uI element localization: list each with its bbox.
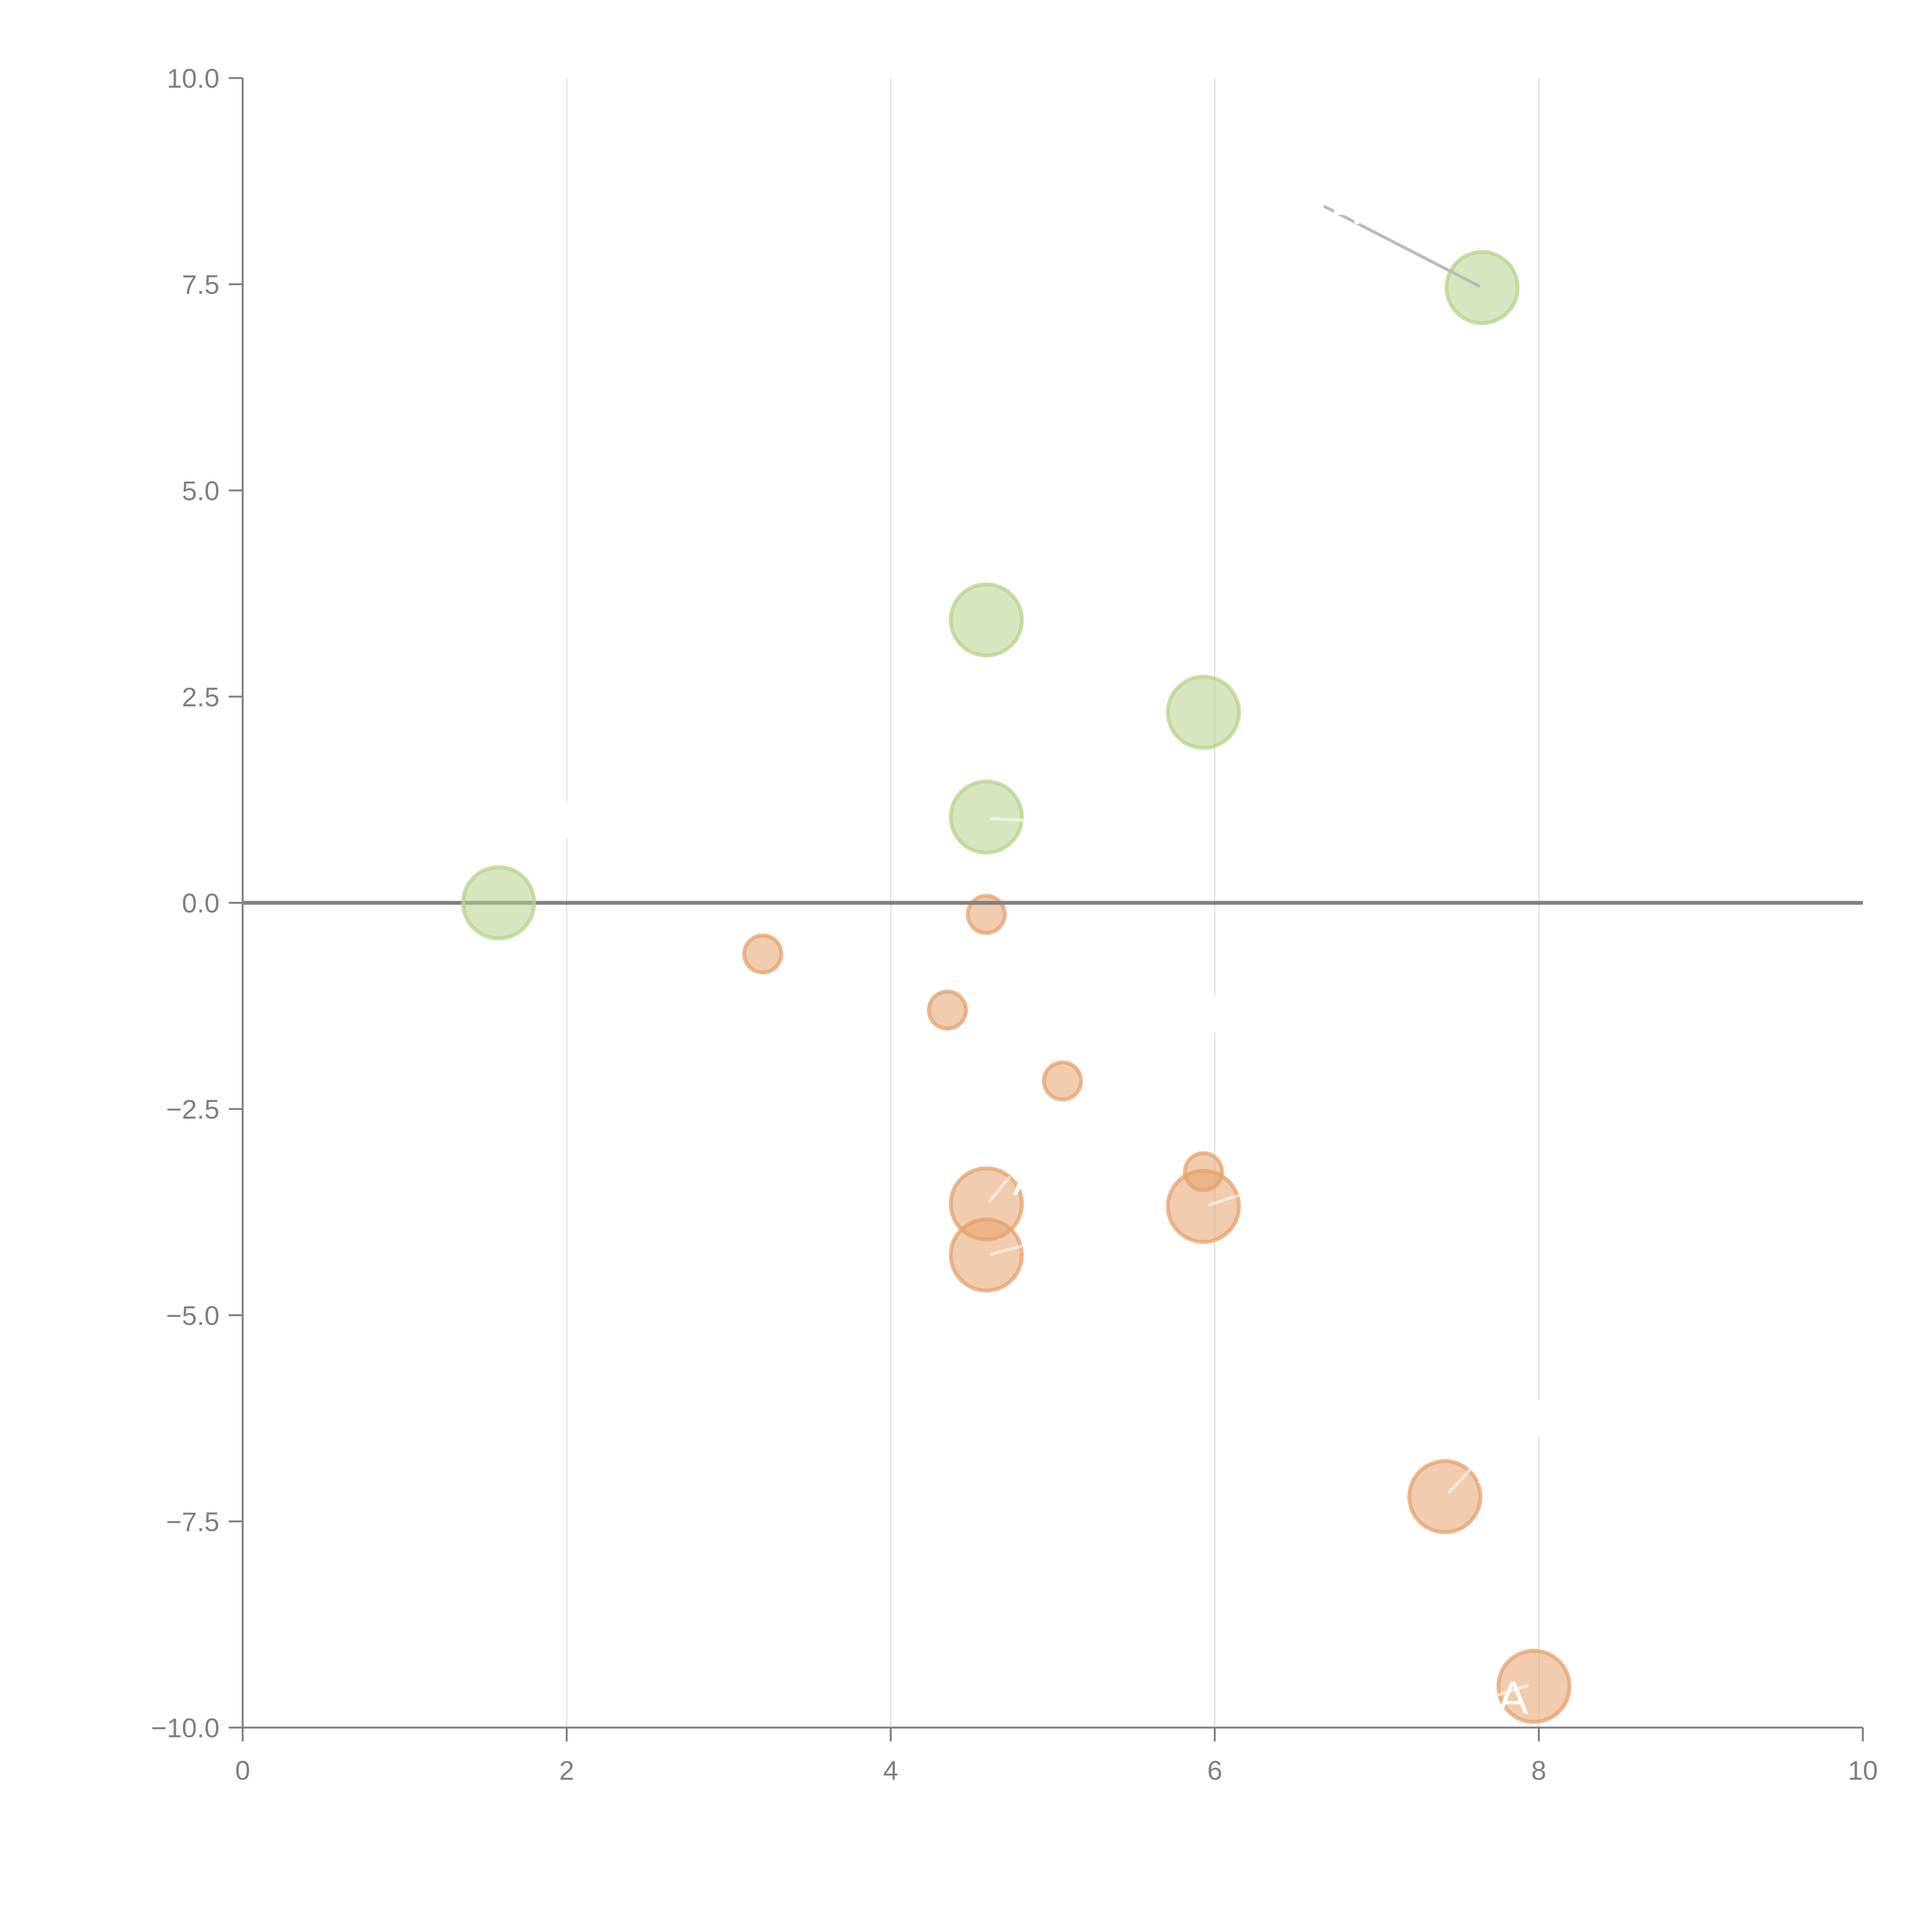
annotation-label: A [1497, 1672, 1528, 1724]
x-tick-label: 2 [559, 1755, 574, 1786]
y-tick-label: −5.0 [166, 1301, 219, 1331]
data-point-positive [949, 582, 1024, 658]
y-tick-label: −2.5 [166, 1094, 219, 1124]
x-tick-label: 8 [1531, 1755, 1546, 1786]
annotation-leader-line [1448, 1464, 1476, 1493]
y-tick-label: 10.0 [167, 63, 219, 94]
label-occluders [559, 802, 1547, 1437]
data-point-positive [949, 779, 1024, 855]
annotation-label: A [1259, 1165, 1290, 1217]
data-point-negative [949, 1217, 1024, 1293]
annotation-leader-line [990, 817, 1046, 823]
y-tick-label: 0.0 [182, 888, 219, 918]
hidden-label-box [1207, 995, 1223, 1033]
data-point-positive [1166, 675, 1241, 750]
annotation-label: A [1013, 1153, 1044, 1205]
data-point-negative [1496, 1649, 1571, 1724]
x-axis-ticks: 0 2 4 6 8 10 [235, 1728, 1878, 1786]
annotation-leader-line [1208, 1188, 1257, 1206]
data-point-positive [461, 865, 536, 940]
hidden-label-box [1531, 1400, 1547, 1437]
data-point-negative [742, 933, 783, 975]
annotation-label: A [1478, 1441, 1509, 1493]
x-tick-label: 4 [883, 1755, 898, 1786]
data-point-negative [927, 989, 968, 1031]
annotation-leader-line [990, 1243, 1030, 1256]
y-tick-label: −7.5 [166, 1507, 219, 1537]
data-point-negative [966, 894, 1007, 935]
y-tick-label: 7.5 [182, 270, 219, 300]
annotation-label: A [1329, 182, 1360, 234]
hidden-label-box [559, 802, 575, 839]
x-tick-label: 0 [235, 1755, 250, 1786]
points-below-reference [966, 894, 1007, 935]
data-point-negative [1042, 1060, 1083, 1102]
x-tick-label: 6 [1207, 1755, 1222, 1786]
annotation-label: A [1049, 797, 1080, 849]
y-tick-label: 2.5 [182, 682, 219, 712]
y-axis-ticks: 10.0 7.5 5.0 2.5 0.0 −2.5 −5.0 −7.5 −10.0 [151, 63, 243, 1743]
data-point-negative [1166, 1168, 1241, 1244]
y-tick-label: 5.0 [182, 476, 219, 506]
data-point-positive [1444, 250, 1520, 325]
annotation-leader-line [1323, 205, 1481, 287]
annotation-leader-line [1492, 1684, 1529, 1698]
points [461, 250, 1571, 1724]
y-tick-label: −10.0 [151, 1713, 219, 1743]
annotation-label: A [1032, 1220, 1063, 1272]
annotation-leader-line [988, 1176, 1011, 1203]
x-tick-label: 10 [1848, 1755, 1878, 1786]
